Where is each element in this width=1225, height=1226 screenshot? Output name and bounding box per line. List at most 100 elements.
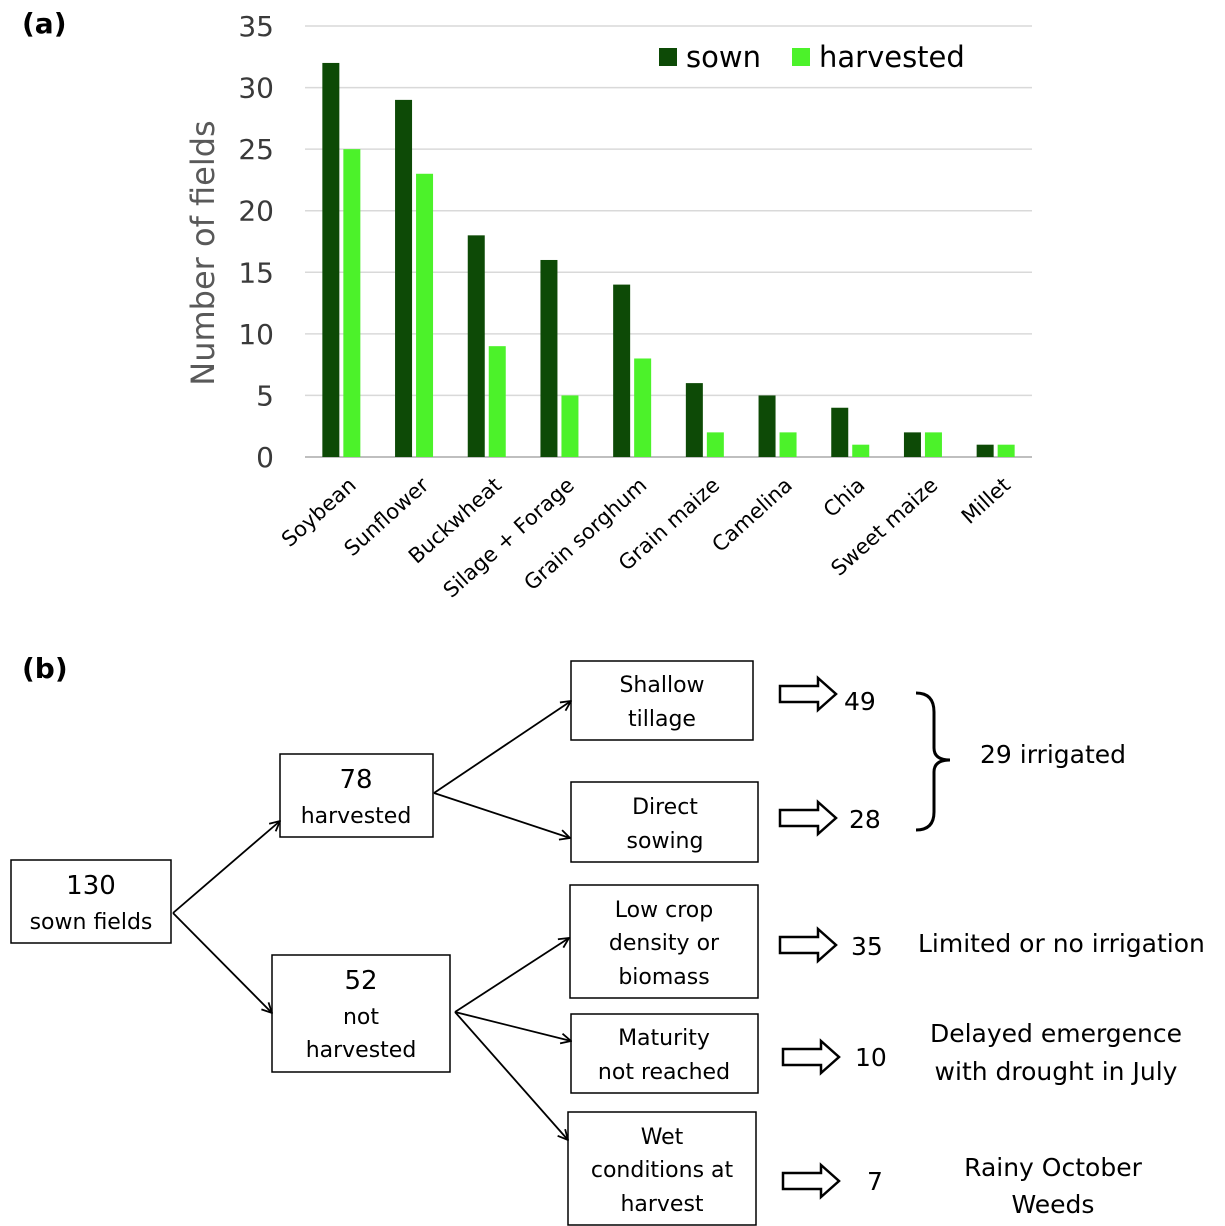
- harvested-node: 78 harvested: [279, 753, 434, 838]
- panel-b-label: (b): [22, 652, 68, 685]
- y-axis-label: Number of fields: [184, 120, 222, 385]
- legend-swatch-sown: [659, 48, 677, 66]
- x-tick-label: Chia: [819, 473, 870, 522]
- bar-sown-buckwheat: [467, 235, 485, 457]
- legend: sown harvested: [659, 40, 965, 74]
- y-tick-label: 30: [238, 72, 274, 105]
- harvested-count: 78: [339, 765, 372, 795]
- shallow-tillage-node: Shallow tillage: [570, 660, 754, 741]
- wet-conditions-node: Wet conditions at harvest: [567, 1111, 757, 1226]
- note-maturity-line-2: with drought in July: [935, 1057, 1178, 1086]
- arrow-not-harvested-to-wet: [454, 1011, 568, 1140]
- outcome-arrow-shallow: [778, 675, 838, 713]
- x-tick-label: Silage + Forage: [439, 473, 579, 603]
- arrow-not-harvested-to-low-crop: [454, 938, 569, 1013]
- bar-harvested-sweet-maize: [924, 432, 942, 457]
- count-direct: 28: [849, 805, 881, 834]
- x-tick-label: Millet: [957, 473, 1015, 529]
- shallow-tillage-line-1: Shallow: [619, 673, 704, 698]
- bar-sown-camelina: [758, 395, 776, 457]
- count-low-crop: 35: [851, 932, 883, 961]
- note-wet-line-1: Rainy October: [964, 1153, 1142, 1182]
- connector-arrows: [172, 701, 571, 1140]
- count-wet: 7: [867, 1167, 883, 1196]
- bar-sown-sunflower: [395, 99, 413, 457]
- y-tick-label: 0: [256, 441, 274, 474]
- maturity-node: Maturity not reached: [570, 1013, 759, 1094]
- panel-a-label: (a): [22, 7, 67, 40]
- bar-sown-grain-maize: [685, 383, 703, 457]
- direct-sowing-line-1: Direct: [632, 795, 698, 820]
- y-tick-label: 20: [238, 195, 274, 228]
- bar-harvested-sunflower: [416, 173, 434, 457]
- note-wet-line-2: Weeds: [1012, 1190, 1095, 1219]
- y-tick-label: 25: [238, 133, 274, 166]
- bar-harvested-silage-forage: [561, 395, 579, 457]
- not-harvested-label-1: not: [343, 1005, 379, 1030]
- bar-harvested-chia: [852, 444, 870, 457]
- bar-sown-sweet-maize: [903, 432, 921, 457]
- x-tick-label: Grain sorghum: [519, 473, 651, 595]
- legend-label-sown: sown: [686, 40, 761, 74]
- grid-lines: [305, 25, 1032, 458]
- root-label: sown fields: [30, 910, 153, 935]
- bars: [322, 62, 1015, 457]
- not-harvested-label-2: harvested: [306, 1038, 417, 1063]
- bar-chart: 0 5 10 15 20 25 30 35 SoybeanSunflowerBuckwheat…: [184, 10, 1032, 602]
- outcome-arrow-direct: [778, 799, 838, 837]
- y-tick-label: 35: [238, 10, 274, 43]
- legend-label-harvested: harvested: [819, 40, 965, 74]
- bar-sown-chia: [831, 407, 849, 457]
- arrow-harvested-to-shallow: [433, 701, 571, 794]
- shallow-tillage-line-2: tillage: [628, 707, 696, 732]
- count-maturity: 10: [855, 1043, 887, 1072]
- low-crop-line-3: biomass: [618, 965, 709, 990]
- irrigated-brace: [915, 691, 951, 832]
- arrow-not-harvested-to-maturity: [454, 1011, 571, 1041]
- arrow-root-to-harvested: [172, 821, 280, 914]
- note-maturity-line-1: Delayed emergence: [930, 1019, 1182, 1048]
- bar-harvested-grain-maize: [706, 432, 724, 457]
- bar-sown-millet: [976, 444, 994, 457]
- bar-sown-silage-forage: [540, 259, 558, 457]
- note-low-crop: Limited or no irrigation: [918, 929, 1205, 958]
- not-harvested-node: 52 not harvested: [271, 954, 451, 1073]
- irrigated-note: 29 irrigated: [980, 740, 1126, 769]
- low-crop-node: Low crop density or biomass: [569, 884, 759, 999]
- y-axis-ticks: 0 5 10 15 20 25 30 35: [238, 10, 274, 474]
- maturity-line-2: not reached: [598, 1060, 730, 1085]
- wet-conditions-line-2: conditions at: [591, 1158, 734, 1183]
- direct-sowing-node: Direct sowing: [570, 781, 759, 863]
- count-shallow: 49: [844, 687, 876, 716]
- not-harvested-count: 52: [344, 966, 377, 996]
- direct-sowing-line-2: sowing: [627, 829, 704, 854]
- low-crop-line-1: Low crop: [615, 898, 713, 923]
- outcome-arrow-wet: [781, 1162, 841, 1200]
- root-node: 130 sown fields: [10, 859, 172, 944]
- y-tick-label: 10: [238, 318, 274, 351]
- low-crop-line-2: density or: [609, 931, 720, 956]
- outcome-arrow-maturity: [781, 1038, 841, 1076]
- x-tick-label: Camelina: [707, 473, 796, 557]
- outcome-arrow-low-crop: [778, 926, 838, 964]
- arrow-root-to-not-harvested: [172, 912, 272, 1013]
- bar-sown-grain-sorghum: [613, 284, 631, 457]
- bar-harvested-soybean: [343, 149, 361, 457]
- harvested-label: harvested: [301, 804, 412, 829]
- root-count: 130: [66, 871, 116, 901]
- bar-harvested-buckwheat: [488, 346, 506, 457]
- wet-conditions-line-1: Wet: [641, 1125, 684, 1150]
- maturity-line-1: Maturity: [618, 1026, 710, 1051]
- y-tick-label: 15: [238, 256, 274, 289]
- bar-sown-soybean: [322, 62, 340, 457]
- wet-conditions-line-3: harvest: [620, 1192, 703, 1217]
- bar-harvested-grain-sorghum: [634, 358, 652, 457]
- bar-harvested-millet: [997, 444, 1015, 457]
- bar-harvested-camelina: [779, 432, 797, 457]
- legend-swatch-harvested: [792, 48, 810, 66]
- y-tick-label: 5: [256, 379, 274, 412]
- outcome-arrows: [778, 675, 841, 1200]
- arrow-harvested-to-direct: [433, 792, 570, 838]
